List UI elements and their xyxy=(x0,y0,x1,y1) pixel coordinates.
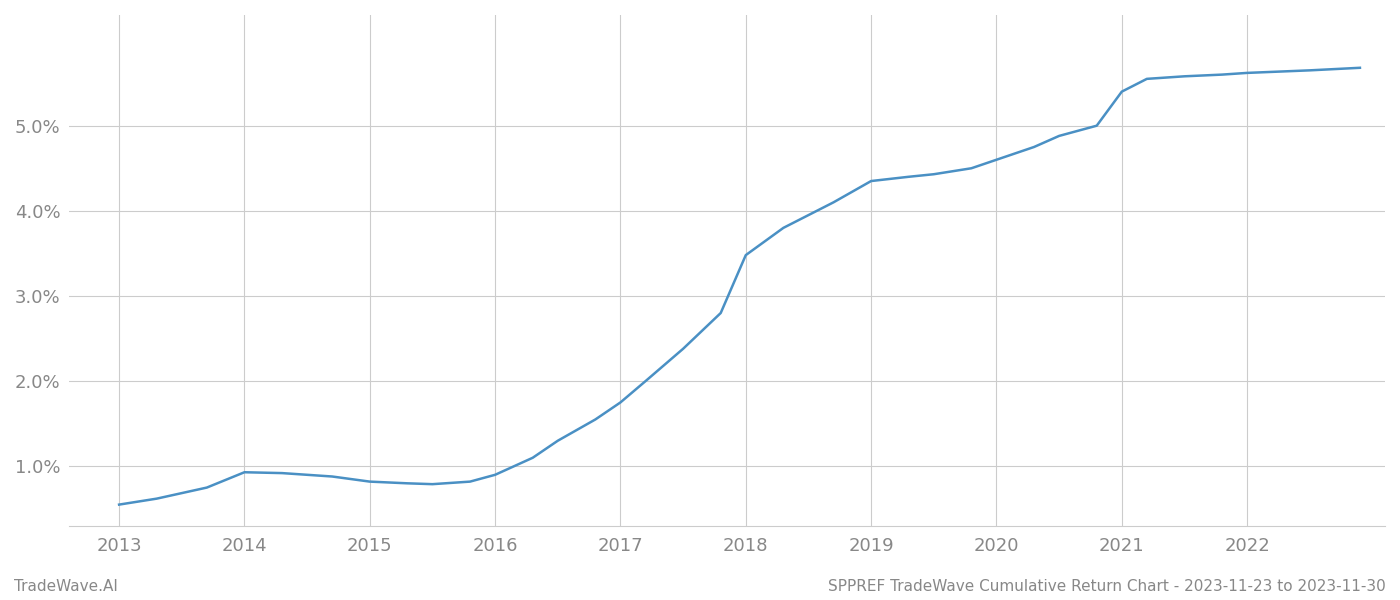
Text: SPPREF TradeWave Cumulative Return Chart - 2023-11-23 to 2023-11-30: SPPREF TradeWave Cumulative Return Chart… xyxy=(829,579,1386,594)
Text: TradeWave.AI: TradeWave.AI xyxy=(14,579,118,594)
